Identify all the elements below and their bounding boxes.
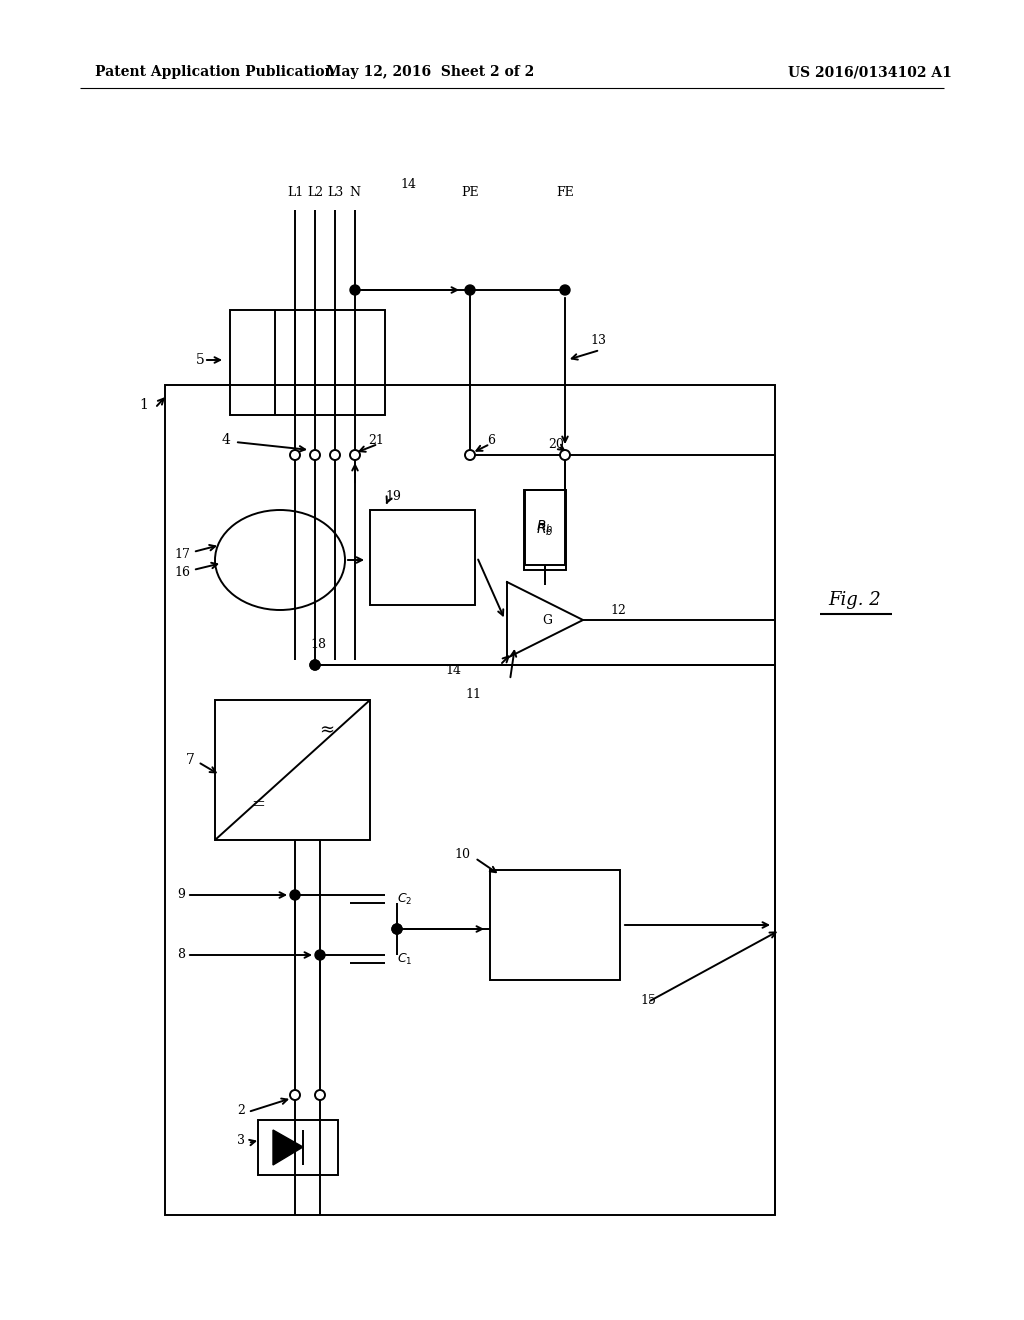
- Circle shape: [330, 450, 340, 459]
- Text: ≈: ≈: [319, 722, 334, 739]
- Circle shape: [350, 285, 360, 294]
- Text: 14: 14: [400, 178, 416, 191]
- Bar: [525, 490, 565, 565]
- Text: PE: PE: [461, 186, 479, 198]
- Text: 7: 7: [186, 752, 195, 767]
- Text: 13: 13: [590, 334, 606, 346]
- Text: L1: L1: [287, 186, 303, 198]
- Text: 8: 8: [177, 949, 185, 961]
- Polygon shape: [273, 1130, 303, 1166]
- Circle shape: [465, 450, 475, 459]
- Circle shape: [315, 950, 325, 960]
- Text: 20: 20: [548, 438, 564, 451]
- Circle shape: [392, 924, 402, 935]
- Text: 21: 21: [368, 433, 384, 446]
- Circle shape: [560, 450, 570, 459]
- Text: 15: 15: [640, 994, 656, 1006]
- Circle shape: [290, 1090, 300, 1100]
- Circle shape: [465, 285, 475, 294]
- Text: 9: 9: [177, 888, 185, 902]
- Text: $C_1$: $C_1$: [397, 952, 413, 966]
- Text: G: G: [542, 614, 552, 627]
- Circle shape: [310, 660, 319, 671]
- Text: L2: L2: [307, 186, 323, 198]
- Text: 17: 17: [174, 549, 190, 561]
- Circle shape: [560, 285, 570, 294]
- Circle shape: [290, 890, 300, 900]
- Text: 2: 2: [238, 1104, 245, 1117]
- Circle shape: [310, 450, 319, 459]
- Text: 19: 19: [385, 491, 400, 503]
- Circle shape: [350, 450, 360, 459]
- Bar: [215, 700, 370, 840]
- Bar: [524, 490, 566, 570]
- Text: May 12, 2016  Sheet 2 of 2: May 12, 2016 Sheet 2 of 2: [326, 65, 535, 79]
- Text: Patent Application Publication: Patent Application Publication: [95, 65, 335, 79]
- Text: 12: 12: [610, 603, 626, 616]
- Bar: [165, 385, 775, 1214]
- Text: $R_b$: $R_b$: [537, 521, 554, 539]
- Text: 1: 1: [139, 399, 148, 412]
- Circle shape: [290, 450, 300, 459]
- Text: 4: 4: [221, 433, 230, 447]
- Text: 11: 11: [465, 689, 481, 701]
- Circle shape: [310, 660, 319, 671]
- Text: US 2016/0134102 A1: US 2016/0134102 A1: [788, 65, 952, 79]
- Text: =: =: [252, 796, 265, 813]
- Text: Fig. 2: Fig. 2: [828, 591, 882, 609]
- Text: FE: FE: [556, 186, 573, 198]
- Bar: [230, 310, 385, 414]
- Text: N: N: [349, 186, 360, 198]
- Text: 6: 6: [487, 433, 495, 446]
- Circle shape: [392, 924, 402, 935]
- Text: 10: 10: [454, 849, 470, 862]
- Text: 16: 16: [174, 565, 190, 578]
- Bar: [258, 1119, 338, 1175]
- Bar: [370, 510, 475, 605]
- Text: $R_b$: $R_b$: [537, 519, 554, 535]
- Text: 5: 5: [196, 352, 205, 367]
- Text: $C_2$: $C_2$: [397, 891, 413, 907]
- Text: 18: 18: [310, 639, 326, 652]
- Text: 3: 3: [237, 1134, 245, 1147]
- Circle shape: [315, 1090, 325, 1100]
- Bar: [490, 870, 620, 979]
- Text: 14: 14: [445, 664, 461, 676]
- Text: L3: L3: [327, 186, 343, 198]
